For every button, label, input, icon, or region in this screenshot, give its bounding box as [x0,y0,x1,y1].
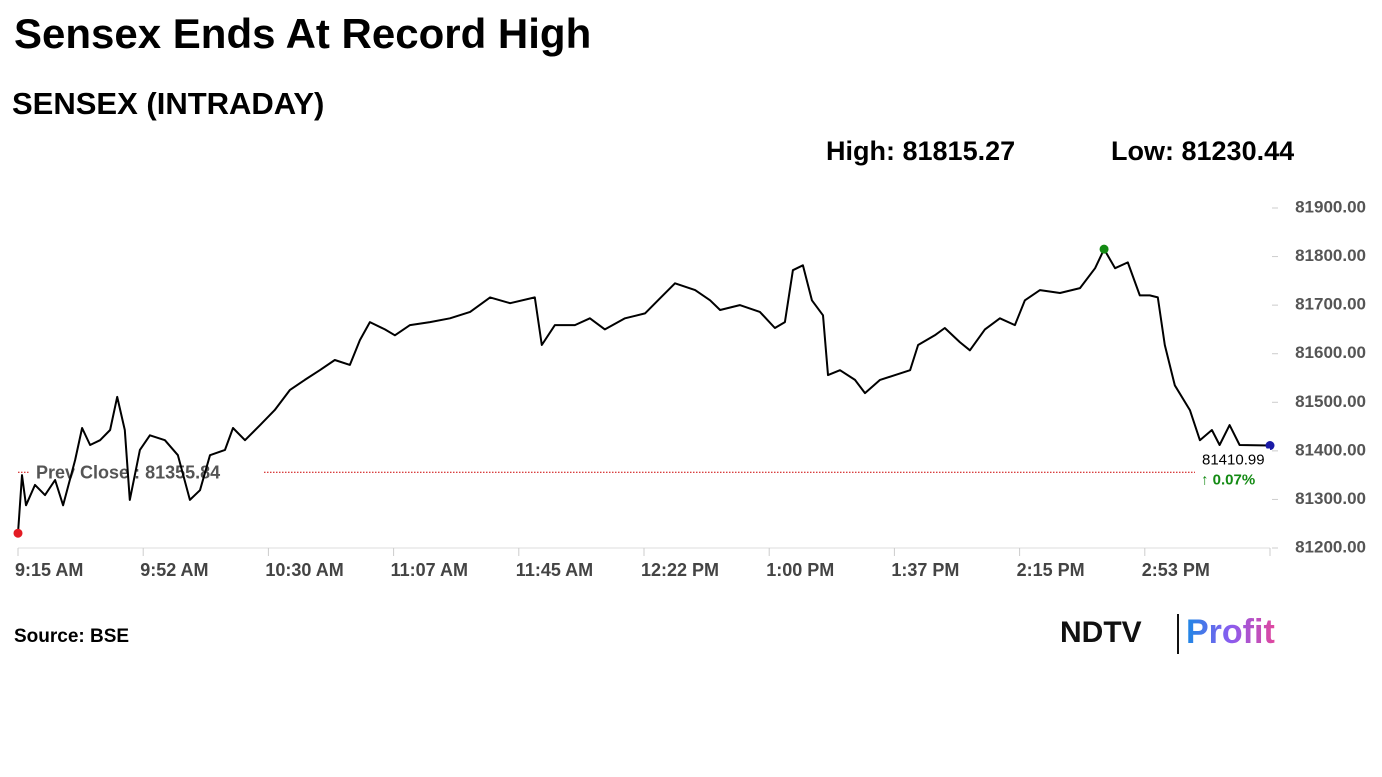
y-tick-label: 81700.00 [1295,295,1366,314]
low-label: Low: [1111,136,1174,166]
high-text: High: 81815.27 [826,136,1015,166]
chart-title: Sensex Ends At Record High [14,10,591,57]
x-tick-label: 12:22 PM [641,560,719,580]
last-label-bg [1198,448,1270,489]
price-line [17,248,1271,534]
x-tick-label: 1:00 PM [766,560,834,580]
y-tick-label: 81900.00 [1295,197,1366,216]
x-tick-label: 11:07 AM [391,560,468,580]
low-value: 81230.44 [1182,136,1295,166]
high-label: High: [826,136,895,166]
change-label: ↑ 0.07% [1201,471,1255,488]
x-tick-label: 10:30 AM [265,560,343,580]
high-value: 81815.27 [903,136,1016,166]
x-tick-label: 1:37 PM [891,560,959,580]
last-marker [1265,441,1275,451]
high-marker [1099,244,1109,254]
x-tick-label: 2:53 PM [1142,560,1210,580]
last-value-label: 81410.99 [1202,451,1265,468]
chart-subtitle: SENSEX (INTRADAY) [12,86,324,121]
low-text: Low: 81230.44 [1111,136,1294,166]
x-tick-label: 11:45 AM [516,560,593,580]
logo-right: Profit [1186,613,1275,651]
x-tick-label: 9:52 AM [140,560,208,580]
y-tick-label: 81200.00 [1295,537,1366,556]
reference-label-bg [30,459,263,484]
low-marker [13,528,23,538]
x-tick-label: 9:15 AM [15,560,83,580]
y-tick-label: 81600.00 [1295,343,1366,362]
reference-label: Prev Close : [36,462,140,482]
x-tick-label: 2:15 PM [1017,560,1085,580]
y-tick-label: 81400.00 [1295,440,1366,459]
y-tick-label: 81300.00 [1295,489,1366,508]
logo-left: NDTV [1060,616,1142,649]
y-tick-label: 81800.00 [1295,246,1366,265]
y-tick-label: 81500.00 [1295,392,1366,411]
source: Source: BSE [14,626,129,647]
